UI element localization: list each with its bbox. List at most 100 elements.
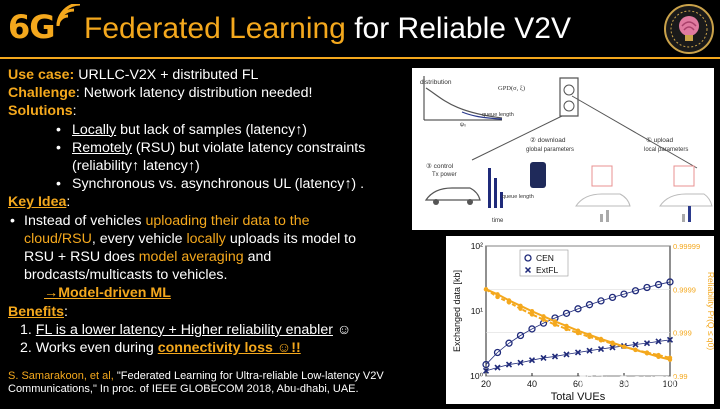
benefit-1-text: FL is a lower latency + Higher reliabili… <box>35 321 333 338</box>
gpd-label: GPD(σ, ξ) <box>498 85 525 92</box>
time-label: time <box>492 218 504 224</box>
idea-line-4: brodcasts/multicasts to vehicles. <box>24 267 228 284</box>
model-driven-line: →Model-driven ML <box>8 284 408 302</box>
vehicle-icon-3 <box>659 193 713 207</box>
idea-line-2: cloud/RSU, every vehicle locally uploads… <box>8 230 408 248</box>
x-tick-label: 40 <box>527 379 537 389</box>
solutions-label: Solutions <box>8 103 73 120</box>
data-point-cen <box>516 331 525 340</box>
distribution-curve <box>425 87 503 119</box>
data-point-cen <box>666 278 674 286</box>
wifi-icon <box>56 4 81 27</box>
data-point-cen <box>574 305 582 313</box>
link-line-2 <box>471 115 563 161</box>
legend-marker-cen <box>524 254 532 262</box>
model-driven-text: →Model-driven ML <box>44 285 171 302</box>
data-point-reliability <box>564 326 569 332</box>
benefits-line: Benefits: <box>8 303 408 321</box>
data-point-reliability <box>541 317 546 322</box>
citation-authors: S. Samarakoon, et al, <box>8 370 117 382</box>
idea-text-d: , every vehicle <box>91 230 187 247</box>
data-point-cen <box>505 339 513 347</box>
data-point-cen <box>631 287 640 295</box>
use-case-label: Use case: <box>8 67 75 83</box>
header-rule <box>0 57 720 59</box>
upload-sub: local parameters <box>644 147 688 153</box>
data-point-extfl <box>597 345 605 353</box>
queue-length-label: queue length <box>482 112 514 118</box>
data-point-cen <box>528 325 536 333</box>
idea-line-1: Instead of vehicles uploading their data… <box>8 212 408 230</box>
solution-item-1: Locally but lack of samples (latency↑) <box>8 121 408 139</box>
data-point-reliability <box>633 347 638 352</box>
idea-text-h: model averaging <box>138 249 244 266</box>
data-point-reliability <box>518 306 523 311</box>
y-tick-label-right: 0.99 <box>673 372 688 381</box>
data-point-reliability <box>575 330 581 336</box>
data-point-reliability <box>552 322 558 327</box>
y-axis-label-right: Reliability Pr(Q ≤ q0) <box>706 272 714 351</box>
results-chart: 20 40 60 80 100 10⁰ 10¹ 10² 0.99999 0.9999 0.999 0.… <box>446 236 716 404</box>
system-diagram: distribution ψ₀ queue length GPD(σ, ξ) ②… <box>412 68 714 230</box>
upload-label: ① upload <box>646 136 674 144</box>
data-point-cen <box>585 301 594 309</box>
data-point-reliability <box>610 341 615 346</box>
idea-text-b: uploading their data to the <box>145 212 310 229</box>
idea-text-e: locally <box>186 230 226 247</box>
data-point-extfl <box>643 340 651 347</box>
data-point-cen <box>643 283 651 292</box>
series-line-3 <box>485 288 671 359</box>
idea-line-3: RSU + RSU does model averaging and <box>8 248 408 266</box>
legend-label-cen: CEN <box>536 253 554 263</box>
data-point-reliability <box>483 287 489 292</box>
citation-text: "Federated Learning for Ultra-reliable L… <box>8 370 384 395</box>
benefit-1-num: 1. <box>20 321 36 338</box>
y-tick-label-left: 10² <box>471 241 483 251</box>
6g-logo: 6G <box>8 8 56 46</box>
key-idea-colon: : <box>66 194 71 211</box>
data-point-cen <box>562 309 571 318</box>
system-diagram-svg: distribution ψ₀ queue length GPD(σ, ξ) ②… <box>420 76 713 224</box>
gpd-curve <box>461 111 503 120</box>
locally-word: Locally <box>72 121 117 138</box>
use-case-text: URLLC-V2X + distributed FL <box>74 67 259 83</box>
control-label: ③ control <box>426 162 454 170</box>
data-point-reliability <box>495 294 500 300</box>
data-point-reliability <box>621 344 627 350</box>
title-part1: Federated Learning <box>84 12 346 45</box>
slide-content: Use case: URLLC-V2X + distributed FL Cha… <box>8 66 408 357</box>
key-idea-line: Key Idea: <box>8 193 408 211</box>
idea-text-f: uploads its model to <box>225 230 357 247</box>
data-point-extfl <box>540 354 547 361</box>
idea-text-i: and <box>243 249 272 266</box>
data-point-extfl <box>563 351 570 358</box>
connectivity-loss-text: connectivity loss ☺!! <box>157 340 301 357</box>
y-tick-label-left: 10⁰ <box>470 371 483 381</box>
data-point-extfl <box>609 344 616 351</box>
title-part2: for Reliable V2V <box>345 12 571 45</box>
vehicle-icon-2 <box>575 193 631 207</box>
y-axis-label-left: Exchanged data [kb] <box>452 270 462 352</box>
solution-item-2: Remotely (RSU) but violate latency const… <box>8 139 408 157</box>
link-line <box>571 95 698 169</box>
data-point-reliability <box>529 309 535 314</box>
y-tick-label-right: 0.9999 <box>673 285 696 294</box>
data-point-reliability <box>506 300 512 305</box>
legend-label-extfl: ExtFL <box>536 265 558 275</box>
data-point-extfl <box>494 364 501 371</box>
data-point-extfl <box>574 349 582 356</box>
data-point-cen <box>493 348 502 357</box>
data-point-extfl <box>666 336 674 343</box>
challenge-text: : Network latency distribution needed! <box>75 85 313 102</box>
x-tick-label: 20 <box>481 379 491 389</box>
challenge-label: Challenge <box>8 85 76 102</box>
slide-title: Federated Learning for Reliable V2V <box>84 12 571 46</box>
solutions-colon: : <box>72 103 77 120</box>
data-point-extfl <box>586 347 593 354</box>
data-point-extfl <box>528 357 536 364</box>
challenge-line: Challenge: Network latency distribution … <box>8 84 408 102</box>
series-line-0 <box>485 281 671 365</box>
legend-marker-extfl <box>524 266 532 274</box>
watermark: 知乎 @CHEN <box>578 374 677 391</box>
data-point-extfl <box>551 353 559 360</box>
